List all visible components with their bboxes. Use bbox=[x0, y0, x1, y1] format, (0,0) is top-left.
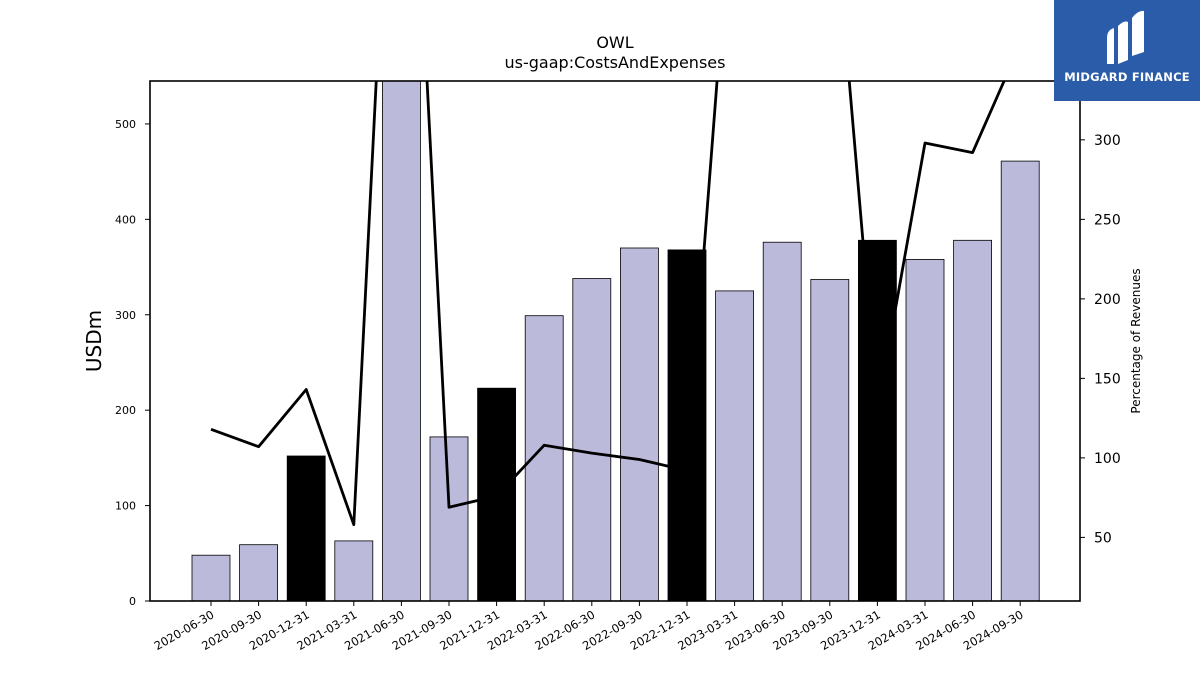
logo-mark-icon bbox=[1107, 10, 1144, 64]
bar-2024-06-30 bbox=[953, 239, 992, 602]
y-tick-label: 0 bbox=[129, 595, 136, 608]
bars-group bbox=[191, 80, 1040, 602]
bar-2023-03-31 bbox=[715, 290, 754, 602]
bar-2023-09-30 bbox=[810, 279, 850, 602]
chart-title: OWL bbox=[596, 33, 633, 52]
y-axis-label: USDm bbox=[82, 310, 106, 372]
y-tick-label: 300 bbox=[115, 309, 136, 322]
bar-2020-12-31 bbox=[286, 455, 326, 602]
logo-text: MIDGARD FINANCE bbox=[1064, 70, 1190, 84]
y2-tick-label: 50 bbox=[1094, 530, 1112, 546]
y2-tick-label: 150 bbox=[1094, 371, 1121, 387]
y2-axis-label: Percentage of Revenues bbox=[1129, 268, 1143, 413]
y2-tick-label: 250 bbox=[1094, 212, 1121, 228]
bar-2023-12-31 bbox=[858, 239, 897, 602]
line-group bbox=[210, 81, 1006, 527]
bar-2022-09-30 bbox=[620, 247, 659, 602]
y-tick-label: 400 bbox=[115, 213, 136, 226]
bar-2021-06-30 bbox=[381, 80, 421, 602]
chart-subtitle: us-gaap:CostsAndExpenses bbox=[505, 53, 726, 72]
y-tick-label: 100 bbox=[115, 500, 136, 513]
y-tick-label: 500 bbox=[115, 118, 136, 131]
y2-tick-label: 200 bbox=[1094, 292, 1121, 308]
bar-2024-09-30 bbox=[1000, 160, 1040, 602]
brand-logo: MIDGARD FINANCE bbox=[1054, 0, 1200, 101]
y2-tick-label: 300 bbox=[1094, 133, 1121, 149]
plot-frame bbox=[149, 80, 1081, 602]
bar-2021-09-30 bbox=[429, 436, 469, 602]
y-tick-label: 200 bbox=[115, 404, 136, 417]
y2-tick-label: 100 bbox=[1094, 451, 1121, 467]
bar-2023-06-30 bbox=[762, 241, 802, 602]
bar-2020-06-30 bbox=[191, 554, 231, 602]
bar-2021-03-31 bbox=[334, 540, 374, 602]
bar-2020-09-30 bbox=[239, 544, 279, 602]
percentage-line bbox=[210, 81, 1006, 527]
bar-2022-06-30 bbox=[572, 278, 612, 602]
bar-2024-03-31 bbox=[905, 258, 945, 602]
